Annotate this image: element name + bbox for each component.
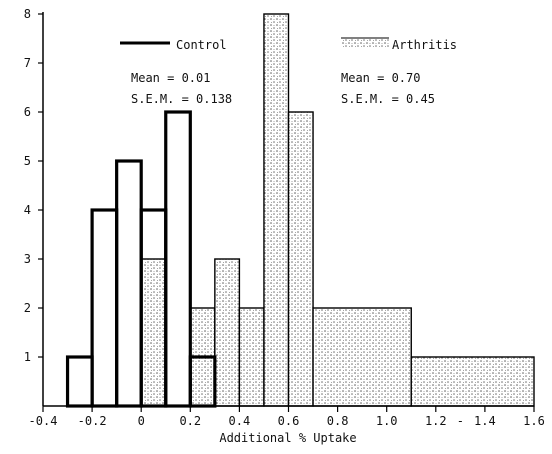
x-tick-label: 0.2 [179, 414, 201, 428]
x-tick-label: 1.6 [523, 414, 545, 428]
arthritis-mean-label: Mean = 0.70 [341, 71, 420, 85]
x-tick-label: 0 [138, 414, 145, 428]
arthritis-bar [410, 356, 535, 407]
y-tick-label: 8 [24, 7, 31, 21]
arthritis-series [140, 13, 535, 407]
y-tick-label: 3 [24, 252, 31, 266]
x-tick-separator: - [457, 414, 464, 428]
control-mean-label: Mean = 0.01 [131, 71, 210, 85]
y-tick-label: 6 [24, 105, 31, 119]
x-tick-label: 0.4 [229, 414, 251, 428]
x-tick-label: 1.2 [425, 414, 447, 428]
arthritis-bar [214, 258, 241, 407]
arthritis-bar [287, 111, 314, 407]
arthritis-legend-label: Arthritis [392, 38, 457, 52]
y-tick-label: 1 [24, 350, 31, 364]
x-tick-label: 0.8 [327, 414, 349, 428]
x-tick-label: 1.4 [474, 414, 496, 428]
x-tick-labels: -0.4 -0.2 0 0.2 0.4 0.6 0.8 1.0 1.2 1.4 1.6 - [29, 414, 545, 428]
y-tick-label: 7 [24, 56, 31, 70]
x-tick-label: -0.2 [78, 414, 107, 428]
arthritis-sem-label: S.E.M. = 0.45 [341, 92, 435, 106]
x-tick-label: -0.4 [29, 414, 58, 428]
arthritis-bar [312, 307, 412, 407]
y-tick-label: 5 [24, 154, 31, 168]
x-tick-label: 1.0 [376, 414, 398, 428]
control-sem-label: S.E.M. = 0.138 [131, 92, 232, 106]
control-bar [115, 159, 143, 408]
y-tick-label: 2 [24, 301, 31, 315]
control-bar [65, 355, 94, 408]
x-tick-label: 0.6 [278, 414, 300, 428]
x-axis-title: Additional % Uptake [219, 431, 356, 445]
control-bar [164, 110, 192, 408]
arthritis-legend-swatch [341, 38, 389, 48]
control-legend-label: Control [176, 38, 227, 52]
arthritis-bar [263, 13, 290, 407]
arthritis-bar [140, 258, 167, 407]
arthritis-bar [238, 307, 265, 407]
control-bar [90, 208, 119, 408]
y-tick-label: 4 [24, 203, 31, 217]
y-tick-labels: 1 2 3 4 5 6 7 8 [24, 7, 31, 364]
axes [38, 12, 535, 412]
